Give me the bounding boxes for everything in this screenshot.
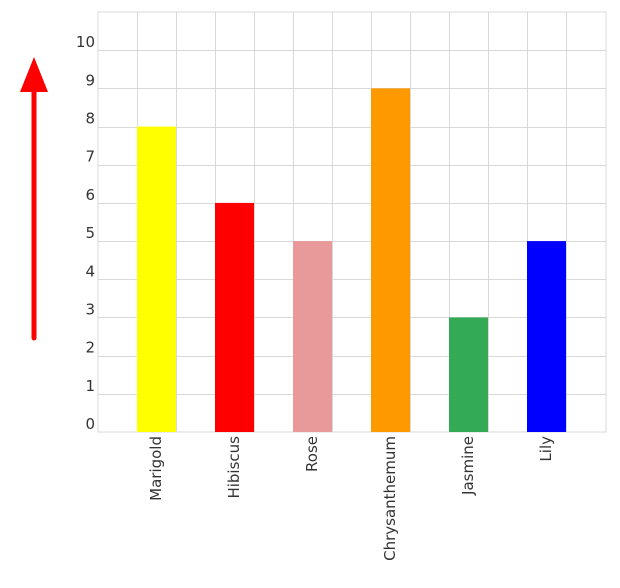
x-tick-label: Lily	[537, 436, 555, 462]
y-tick-label: 2	[85, 339, 95, 357]
y-tick-label: 8	[85, 110, 95, 128]
bar-rose	[293, 241, 332, 432]
y-tick-label: 1	[85, 377, 95, 395]
x-tick-label: Marigold	[147, 436, 165, 501]
x-axis-tick-labels: Marigold Hibiscus Rose Chrysanthemum Jasmine…	[147, 436, 555, 561]
x-tick-label: Hibiscus	[225, 436, 243, 499]
bar-jasmine	[449, 317, 488, 432]
x-tick-label: Chrysanthemum	[381, 436, 399, 561]
plot-frame	[97, 11, 607, 433]
grid-lines	[97, 11, 607, 433]
bar-chrysanthemum	[371, 88, 410, 432]
y-tick-label: 5	[85, 224, 95, 242]
y-tick-label: 3	[85, 300, 95, 318]
y-axis-tick-labels: 0 1 2 3 4 5 6 7 8 9 10	[76, 33, 95, 433]
bar-hibiscus	[215, 202, 254, 432]
bars	[137, 88, 566, 432]
x-tick-label: Jasmine	[459, 436, 477, 496]
y-tick-label: 4	[85, 262, 95, 280]
y-tick-label: 6	[85, 186, 95, 204]
bar-lily	[527, 241, 566, 432]
y-tick-label: 9	[85, 71, 95, 89]
y-tick-label: 7	[85, 148, 95, 166]
y-tick-label: 0	[85, 415, 95, 433]
arrow-head	[20, 57, 48, 92]
x-tick-label: Rose	[303, 436, 321, 472]
y-tick-label: 10	[76, 33, 95, 51]
up-arrow-icon	[20, 57, 48, 341]
bar-marigold	[137, 126, 176, 432]
